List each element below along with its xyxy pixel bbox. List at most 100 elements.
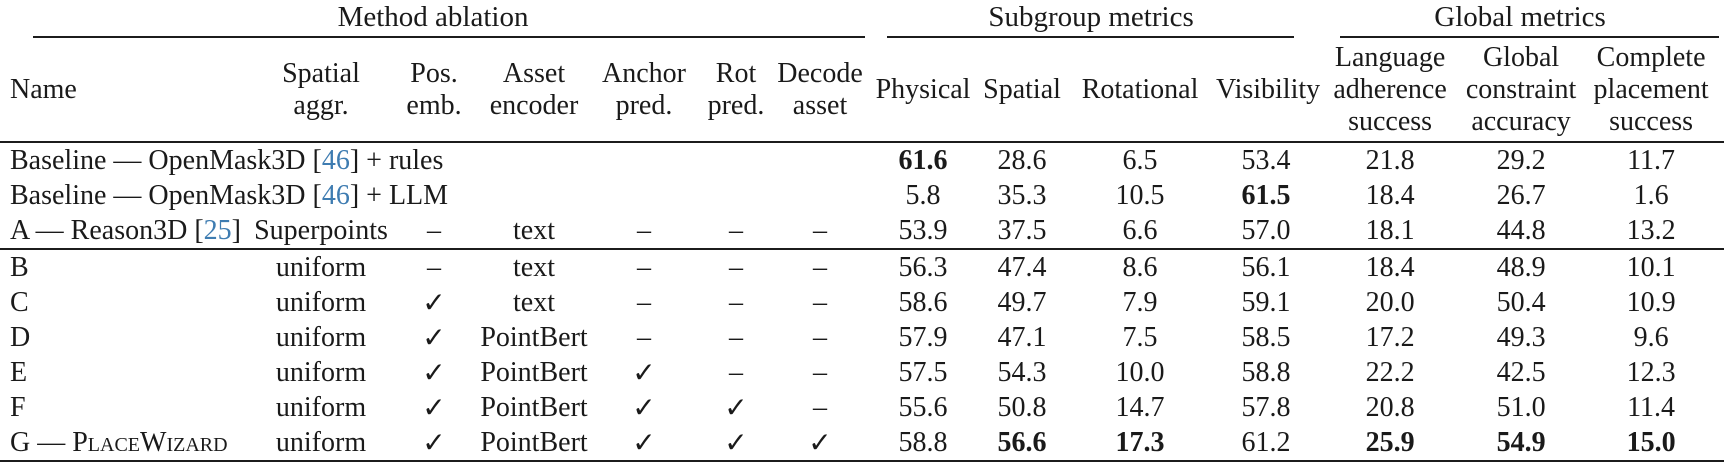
table-row: A — Reason3D [25] Superpoints – text – – –53.9…: [0, 213, 1724, 250]
metric-value: 57.9: [898, 321, 948, 353]
metric-value: 58.6: [898, 286, 948, 318]
metric-value: 15.0: [1578, 425, 1724, 462]
group-global-metrics: Global metrics: [1316, 2, 1724, 38]
metric-value: 8.6: [1122, 251, 1158, 283]
metric-value: 11.7: [1627, 144, 1676, 176]
metric-value: 56.3: [898, 251, 948, 283]
ablation-value: text: [478, 213, 590, 250]
col-header-language-adherence-success: Language adherence success: [1316, 38, 1465, 143]
ablation-value: text: [513, 286, 555, 318]
method-name-cell: Baseline — OpenMask3D [46] + LLM: [0, 178, 448, 213]
dash-placeholder: –: [813, 321, 828, 353]
method-name-text: ]: [231, 214, 241, 246]
check-icon: ✓: [422, 392, 446, 424]
metric-value: 61.5: [1241, 179, 1291, 211]
metric-value: 50.4: [1496, 286, 1546, 318]
table-row: Baseline — OpenMask3D [46] + LLM 5.8 35.3 1…: [0, 178, 1724, 213]
col-header-pos-emb: Pos. emb.: [390, 38, 478, 143]
method-name-text: ] + rules: [349, 144, 444, 176]
metric-value: 7.5: [1122, 321, 1158, 353]
empty-cell: [478, 178, 590, 213]
dash-placeholder: –: [729, 321, 743, 353]
metric-value: 54.3: [997, 356, 1047, 388]
group-rule: [887, 36, 1295, 38]
check-icon: ✓: [590, 425, 698, 462]
check-icon: ✓: [422, 287, 446, 319]
method-name-text: ] + LLM: [349, 179, 449, 211]
empty-cell: [590, 178, 698, 213]
metric-value: 10.1: [1626, 251, 1676, 283]
dash-placeholder: –: [813, 356, 828, 388]
citation-link[interactable]: 25: [203, 214, 232, 246]
metric-value: 47.1: [997, 321, 1047, 353]
metric-value: 51.0: [1496, 391, 1546, 423]
metric-value: 28.6: [997, 144, 1047, 176]
metric-value: 59.1: [1241, 286, 1291, 318]
metric-value: 18.4: [1365, 251, 1415, 283]
group-subgroup-metrics: Subgroup metrics: [866, 2, 1316, 38]
metric-value: 17.2: [1365, 321, 1415, 353]
metric-value: 6.6: [1064, 213, 1217, 250]
check-icon: ✓: [774, 425, 867, 462]
metric-value: 6.5: [1122, 144, 1158, 176]
metric-value: 48.9: [1496, 251, 1546, 283]
group-header-row: Method ablation Subgroup metrics Global …: [0, 2, 1724, 38]
metric-value: 56.1: [1241, 251, 1291, 283]
metric-value: 49.3: [1496, 321, 1546, 353]
metric-value: 57.0: [1216, 213, 1317, 250]
citation-link[interactable]: 46: [321, 144, 350, 176]
method-name-text: B: [10, 251, 29, 283]
check-icon: ✓: [724, 392, 748, 424]
method-name-cell: B: [0, 249, 252, 285]
dash-placeholder: –: [813, 251, 828, 283]
metric-value: 18.1: [1316, 213, 1465, 250]
metric-value: 10.0: [1115, 356, 1165, 388]
empty-cell: [774, 178, 866, 213]
table-row: G — PlaceWizard uniform ✓ PointBert ✓ ✓ ✓ 58.8 5…: [0, 425, 1724, 462]
method-name-text: E: [10, 356, 28, 388]
empty-cell: [774, 142, 866, 178]
metric-value: 13.2: [1578, 213, 1724, 250]
col-header-spatial: Spatial: [980, 38, 1065, 143]
empty-cell: [698, 142, 774, 178]
citation-link[interactable]: 46: [321, 179, 350, 211]
method-name-cell: G — PlaceWizard: [0, 425, 252, 462]
col-header-anchor-pred: Anchor pred.: [590, 38, 698, 143]
check-icon: ✓: [632, 357, 656, 389]
dash-placeholder: –: [813, 391, 828, 423]
ablation-value: uniform: [275, 321, 367, 353]
ablation-value: PointBert: [480, 321, 588, 353]
metric-value: 21.8: [1365, 144, 1415, 176]
check-icon: ✓: [390, 425, 478, 462]
method-name-cell: C: [0, 285, 252, 320]
dash-placeholder: –: [390, 213, 478, 250]
col-header-name: Name: [0, 38, 252, 143]
method-name-cell: D: [0, 320, 252, 355]
dash-placeholder: –: [698, 213, 774, 250]
metric-value: 56.6: [980, 425, 1065, 462]
ablation-value: PointBert: [480, 391, 588, 423]
metric-value: 42.5: [1496, 356, 1546, 388]
dash-placeholder: –: [729, 251, 743, 283]
col-header-global-constraint-accuracy: Global constraint accuracy: [1464, 38, 1579, 143]
check-icon: ✓: [422, 357, 446, 389]
metric-value: 53.9: [866, 213, 981, 250]
metric-value: 61.6: [898, 144, 948, 176]
method-name-text: G —: [10, 426, 73, 458]
method-name-cell: A — Reason3D [25]: [0, 213, 252, 250]
check-icon: ✓: [698, 425, 774, 462]
metric-value: 29.2: [1496, 144, 1546, 176]
empty-cell: [478, 142, 590, 178]
metric-value: 55.6: [898, 391, 948, 423]
method-name-cell: E: [0, 355, 252, 390]
metric-value: 58.8: [866, 425, 981, 462]
metric-value: 49.7: [997, 286, 1047, 318]
dash-placeholder: –: [427, 251, 441, 283]
col-header-rot-pred: Rot pred.: [698, 38, 774, 143]
dash-placeholder: –: [774, 213, 867, 250]
ablation-value: uniform: [252, 425, 390, 462]
col-header-spatial-aggr: Spatial aggr.: [252, 38, 390, 143]
ablation-value: PointBert: [480, 356, 588, 388]
